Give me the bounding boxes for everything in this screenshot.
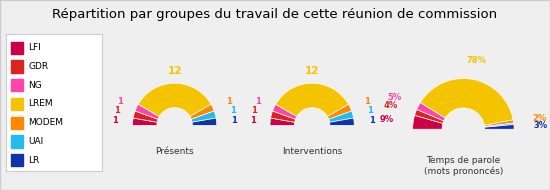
Text: 1: 1 bbox=[364, 97, 370, 106]
FancyBboxPatch shape bbox=[11, 42, 23, 54]
Wedge shape bbox=[138, 83, 211, 116]
Wedge shape bbox=[415, 109, 444, 123]
FancyBboxPatch shape bbox=[11, 79, 23, 91]
Wedge shape bbox=[485, 124, 514, 129]
Wedge shape bbox=[135, 104, 160, 119]
Text: 1: 1 bbox=[226, 97, 232, 106]
Wedge shape bbox=[192, 118, 217, 125]
Wedge shape bbox=[485, 123, 514, 127]
Wedge shape bbox=[276, 83, 349, 116]
Text: 1: 1 bbox=[367, 106, 373, 115]
Text: 2%: 2% bbox=[532, 114, 547, 123]
Text: Temps de parole
(mots prononcés): Temps de parole (mots prononcés) bbox=[424, 156, 503, 176]
Text: 1: 1 bbox=[114, 106, 120, 115]
Text: Répartition par groupes du travail de cette réunion de commission: Répartition par groupes du travail de ce… bbox=[52, 8, 498, 21]
Text: 12: 12 bbox=[305, 66, 320, 76]
Text: NG: NG bbox=[29, 81, 42, 90]
Wedge shape bbox=[270, 118, 295, 125]
Text: GDR: GDR bbox=[29, 62, 49, 71]
Wedge shape bbox=[133, 111, 158, 122]
Wedge shape bbox=[417, 103, 446, 121]
Text: 5%: 5% bbox=[387, 93, 402, 102]
Text: UAI: UAI bbox=[29, 137, 44, 146]
FancyBboxPatch shape bbox=[11, 98, 23, 110]
Text: 78%: 78% bbox=[466, 56, 486, 65]
Text: 1: 1 bbox=[229, 106, 235, 115]
Text: 1: 1 bbox=[368, 116, 375, 125]
Wedge shape bbox=[190, 104, 214, 119]
Wedge shape bbox=[485, 120, 514, 127]
Text: 1: 1 bbox=[231, 116, 237, 125]
Text: LR: LR bbox=[29, 156, 40, 165]
Text: 1: 1 bbox=[250, 116, 256, 125]
Wedge shape bbox=[133, 118, 157, 125]
Wedge shape bbox=[273, 104, 297, 119]
Text: Interventions: Interventions bbox=[282, 147, 342, 156]
Wedge shape bbox=[327, 104, 351, 119]
Wedge shape bbox=[420, 78, 513, 125]
Text: LREM: LREM bbox=[29, 100, 53, 108]
Text: 1: 1 bbox=[112, 116, 118, 125]
FancyBboxPatch shape bbox=[11, 60, 23, 73]
Text: LFI: LFI bbox=[29, 43, 41, 52]
Text: 1: 1 bbox=[255, 97, 261, 106]
Wedge shape bbox=[329, 118, 354, 125]
Text: MODEM: MODEM bbox=[29, 118, 64, 127]
FancyBboxPatch shape bbox=[11, 135, 23, 147]
Text: 1: 1 bbox=[117, 97, 123, 106]
FancyBboxPatch shape bbox=[11, 154, 23, 166]
Text: 12: 12 bbox=[167, 66, 182, 76]
Wedge shape bbox=[329, 111, 354, 122]
Wedge shape bbox=[271, 111, 295, 122]
Wedge shape bbox=[412, 115, 443, 129]
Text: 1: 1 bbox=[251, 106, 257, 115]
FancyBboxPatch shape bbox=[11, 116, 23, 129]
Text: Présents: Présents bbox=[155, 147, 194, 156]
Text: 9%: 9% bbox=[380, 115, 394, 124]
Text: 4%: 4% bbox=[383, 101, 398, 110]
Text: 3%: 3% bbox=[534, 121, 547, 131]
Wedge shape bbox=[191, 111, 216, 122]
